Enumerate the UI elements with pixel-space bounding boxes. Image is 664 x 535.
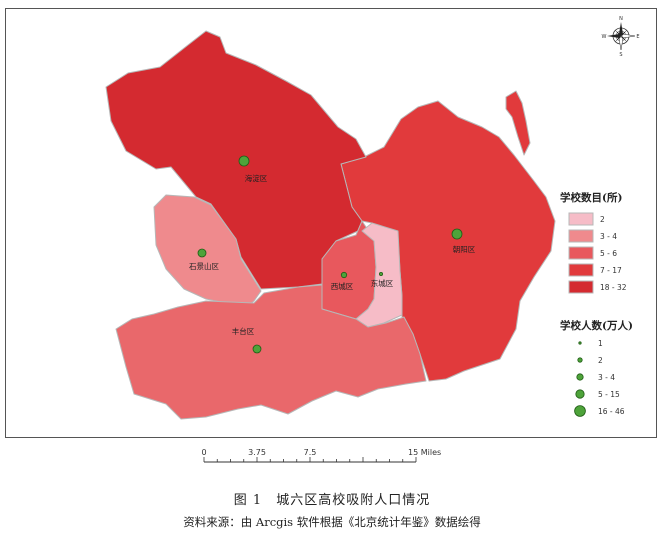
legend-student-label: 3 - 4 (598, 373, 615, 382)
legend-school-swatch (568, 229, 594, 243)
legend-school-count: 学校数目(所) 2 3 - 4 5 - 6 7 - 17 18 - 32 (560, 191, 627, 294)
legend-school-swatch (568, 263, 594, 277)
compass-n: N (619, 16, 623, 22)
legend-student-circle (575, 389, 585, 399)
legend-student-label: 2 (598, 356, 603, 365)
legend-school-label: 18 - 32 (600, 283, 627, 292)
scale-label: 3.75 (248, 448, 266, 457)
legend-student-circle (574, 405, 586, 417)
legend-school-swatch (568, 280, 594, 294)
legend-student-label: 16 - 46 (598, 407, 625, 416)
legend-student-label: 5 - 15 (598, 390, 620, 399)
compass-w: W (602, 34, 607, 40)
legend-students-title: 学校人数(万人) (560, 319, 633, 332)
scale-label: 15 Miles (408, 448, 441, 457)
legend-students: 学校人数(万人) 1 2 3 - 4 5 - 15 16 - 46 (560, 319, 633, 417)
district-shijingshan[interactable] (153, 194, 262, 308)
legend-school-swatch (568, 212, 594, 226)
legend-student-circle (578, 341, 582, 345)
label-dongcheng: 东城区 (371, 278, 394, 288)
student-dot-fengtai[interactable] (252, 344, 262, 354)
map-frame: 海淀区 朝阳区 石景山区 西城区 东城区 丰台区 N S E W (5, 8, 657, 438)
compass-e: E (636, 34, 639, 40)
district-chaoyang-island (505, 90, 531, 156)
compass-s: S (619, 52, 622, 58)
label-fengtai: 丰台区 (232, 326, 255, 336)
legend-school-label: 7 - 17 (600, 266, 622, 275)
map-canvas: 海淀区 朝阳区 石景山区 西城区 东城区 丰台区 N S E W (105, 16, 640, 420)
scale-label: 0 (201, 448, 206, 457)
legend-school-label: 2 (600, 215, 605, 224)
legend-school-label: 5 - 6 (600, 249, 617, 258)
district-fengtai[interactable] (115, 284, 427, 420)
compass-rose-icon: N S E W (602, 16, 640, 58)
label-shijingshan: 石景山区 (189, 261, 219, 271)
legend-student-circle (577, 357, 583, 363)
legend-student-label: 1 (598, 339, 603, 348)
student-dot-dongcheng[interactable] (378, 271, 383, 276)
legend-school-swatch (568, 246, 594, 260)
figure-caption: 图 1 城六区高校吸附人口情况 (233, 493, 431, 508)
label-chaoyang: 朝阳区 (453, 245, 476, 254)
source-note: 资料来源：由 Arcgis 软件根据《北京统计年鉴》数据绘得 (183, 515, 481, 529)
student-dot-haidian[interactable] (238, 155, 250, 167)
scale-bar: 0 3.75 7.5 15 Miles (201, 448, 441, 463)
student-dot-chaoyang[interactable] (451, 228, 463, 240)
student-dot-xicheng[interactable] (340, 271, 348, 279)
label-xicheng: 西城区 (331, 282, 354, 291)
student-dot-shijingshan[interactable] (197, 248, 207, 258)
legend-school-label: 3 - 4 (600, 232, 617, 241)
legend-school-title: 学校数目(所) (560, 191, 622, 204)
scale-label: 7.5 (304, 448, 317, 457)
legend-student-circle (576, 373, 584, 381)
label-haidian: 海淀区 (245, 173, 268, 183)
